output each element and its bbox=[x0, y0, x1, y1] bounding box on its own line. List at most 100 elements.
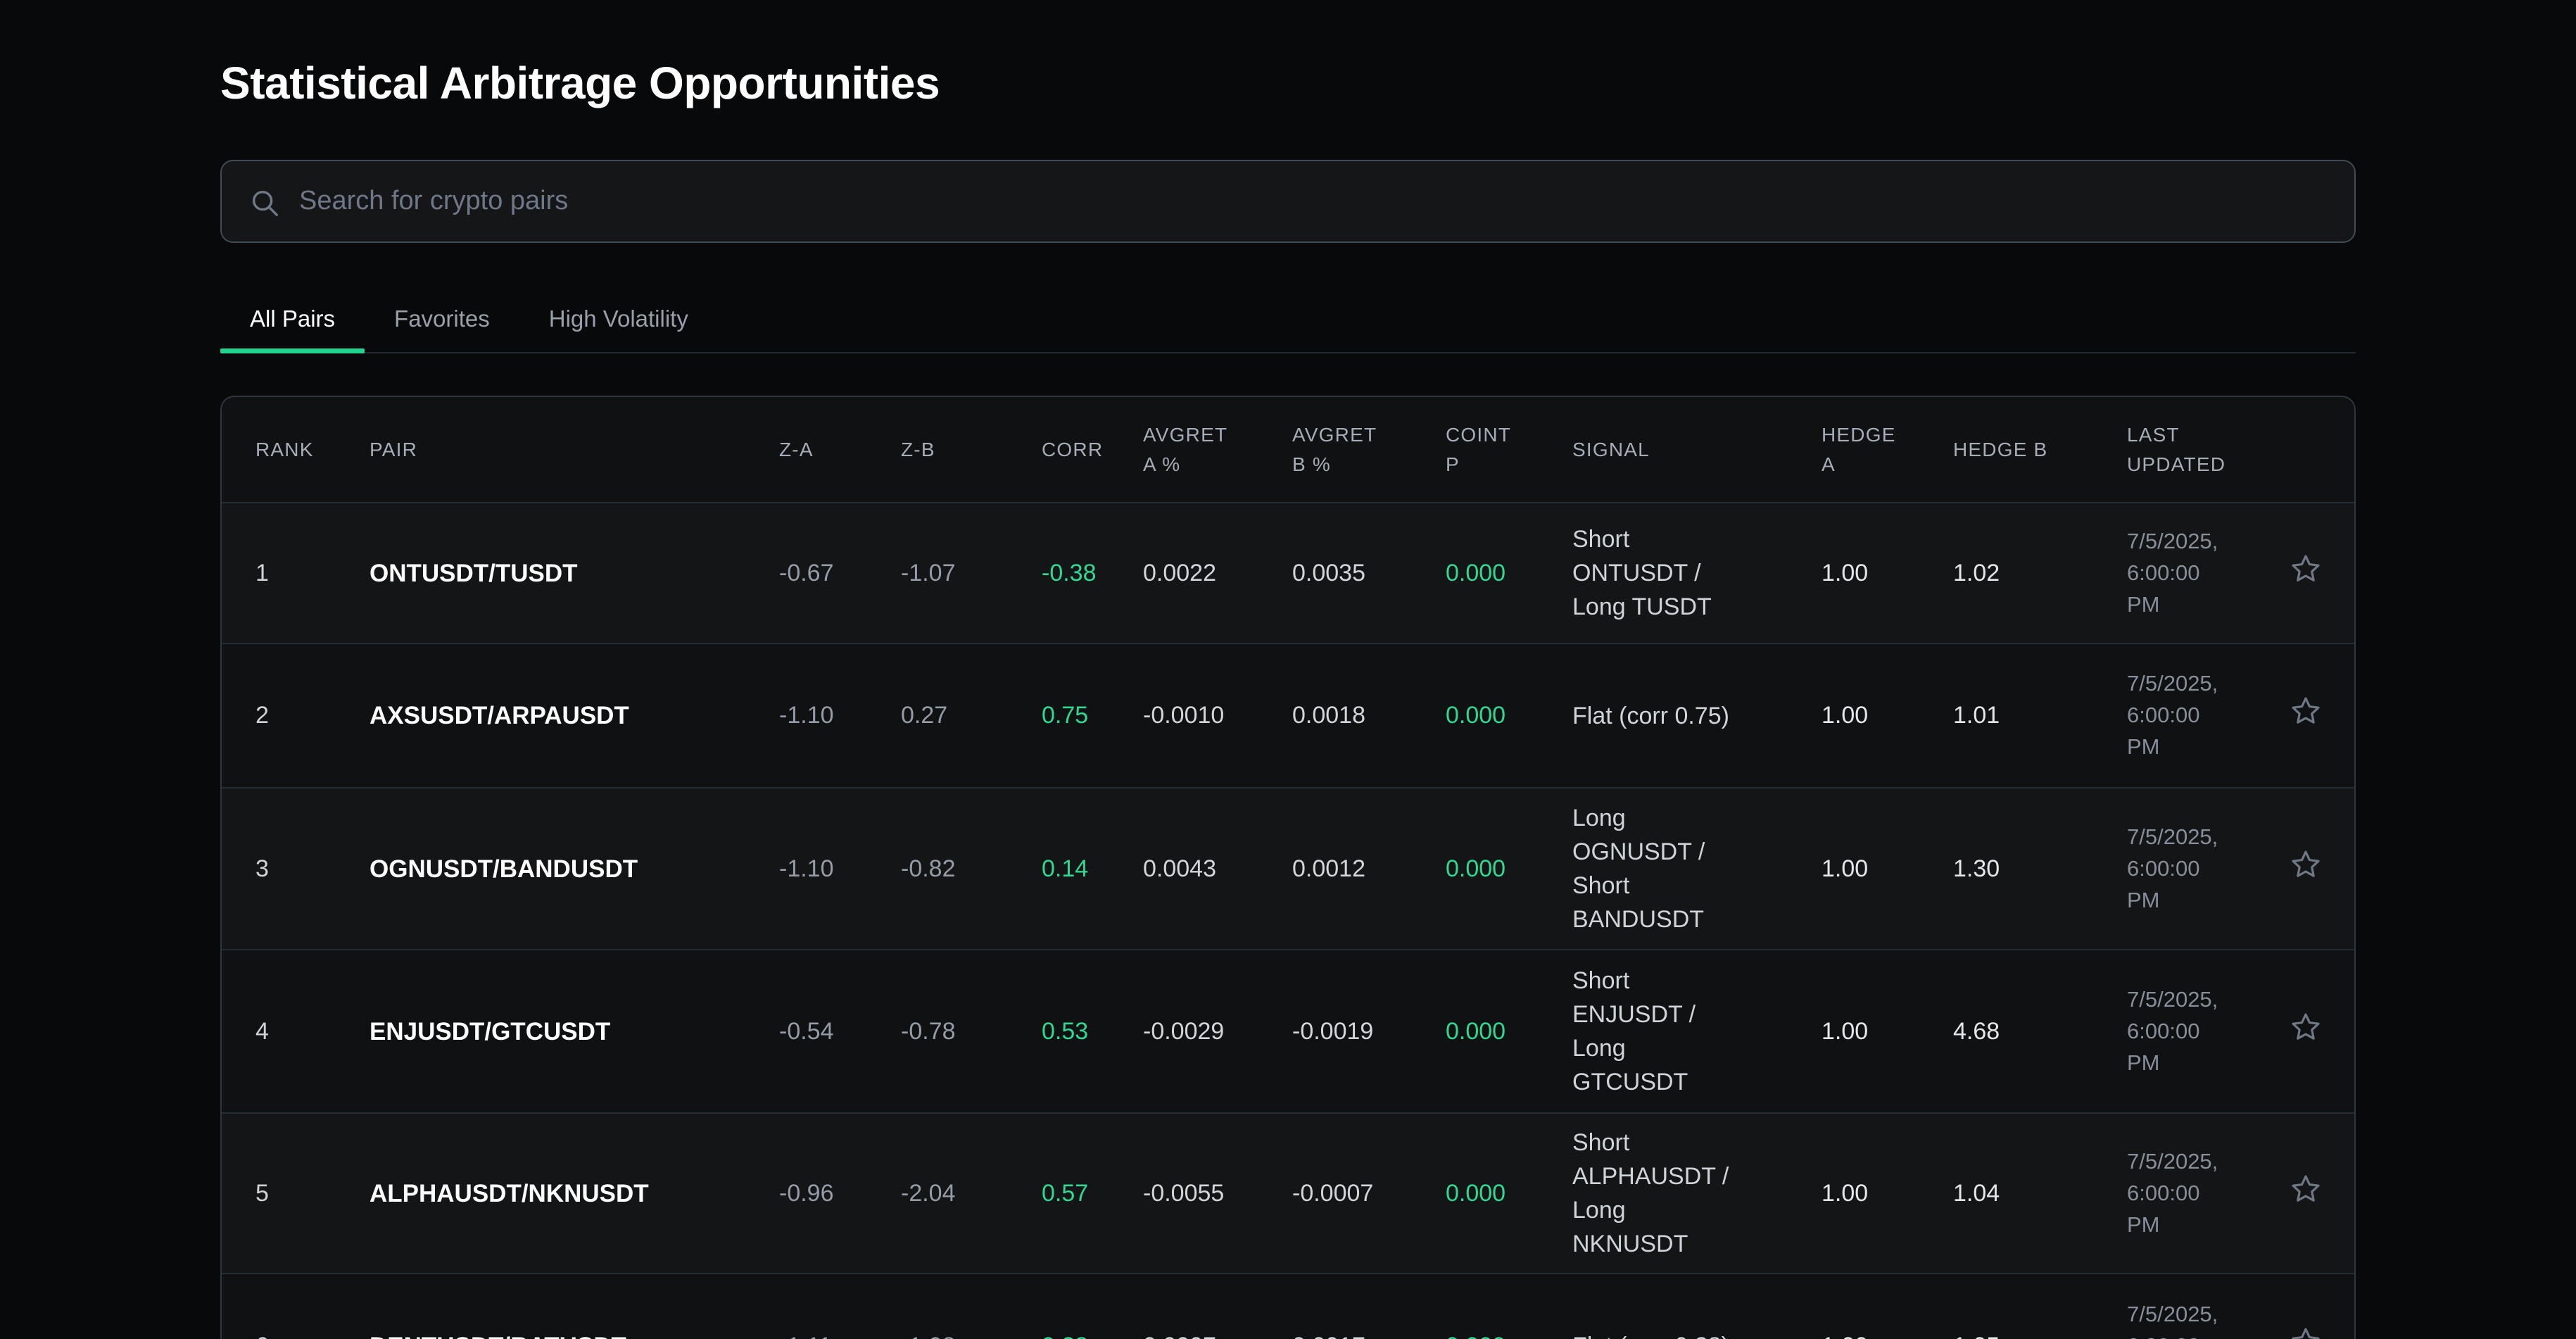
cell-hedge-b: 4.68 bbox=[1953, 1017, 2000, 1045]
cell-signal: Long OGNUSDT / Short BANDUSDT bbox=[1572, 804, 1705, 933]
cell-z-a: -1.10 bbox=[779, 855, 834, 882]
cell-signal: Short ONTUSDT / Long TUSDT bbox=[1572, 525, 1712, 621]
tab-high-volatility[interactable]: High Volatility bbox=[548, 305, 688, 332]
cell-z-a: -0.67 bbox=[779, 559, 834, 586]
cell-favorite bbox=[2289, 643, 2354, 788]
tab-favorites[interactable]: Favorites bbox=[394, 305, 490, 332]
cell-z-b: -0.78 bbox=[901, 1017, 956, 1045]
cell-coint-p: 0.000 bbox=[1446, 1017, 1506, 1045]
star-icon[interactable] bbox=[2289, 1172, 2323, 1206]
page-title: Statistical Arbitrage Opportunities bbox=[220, 58, 940, 108]
cell-favorite bbox=[2289, 950, 2354, 1113]
col-header-corr: CORR bbox=[1042, 438, 1104, 460]
star-icon[interactable] bbox=[2289, 552, 2323, 586]
cell-avgret-b: 0.0017 bbox=[1292, 1274, 1446, 1339]
cell-hedge-a: 1.00 bbox=[1821, 855, 1869, 882]
cell-pair: ENJUSDT/GTCUSDT bbox=[370, 1017, 611, 1045]
cell-corr: 0.57 bbox=[1042, 1179, 1089, 1207]
cell-corr: 0.28 bbox=[1042, 1274, 1143, 1339]
cell-avgret-b: 0.0012 bbox=[1292, 855, 1365, 882]
cell-pair: DENTUSDT/BATUSDT bbox=[370, 1274, 779, 1339]
table-row[interactable]: 4 ENJUSDT/GTCUSDT -0.54 -0.78 0.53 -0.00… bbox=[222, 950, 2354, 1113]
cell-avgret-a: -0.0055 bbox=[1143, 1179, 1225, 1207]
cell-avgret-a: 0.0043 bbox=[1143, 855, 1216, 882]
col-header-avgret-a: AVGRET A % bbox=[1143, 423, 1227, 475]
cell-pair: ONTUSDT/TUSDT bbox=[370, 559, 578, 587]
cell-avgret-b: 0.0018 bbox=[1292, 702, 1365, 729]
cell-last-updated: 7/5/2025, 6:00:00 PM bbox=[2127, 671, 2218, 760]
cell-avgret-a: 0.0022 bbox=[1143, 559, 1216, 586]
cell-coint-p: 0.000 bbox=[1446, 855, 1506, 882]
cell-rank: 5 bbox=[255, 1179, 269, 1207]
cell-z-a: -1.11 bbox=[779, 1274, 901, 1339]
cell-last-updated: 7/5/2025, 6:00:00 PM bbox=[2127, 986, 2218, 1075]
cell-hedge-a: 1.00 bbox=[1821, 559, 1869, 586]
search-icon bbox=[252, 190, 278, 216]
cell-last-updated: 7/5/2025, 6:00:00 PM bbox=[2127, 1148, 2218, 1237]
cell-hedge-a: 1.00 bbox=[1821, 1017, 1869, 1045]
table-header-row: RANK PAIR Z-A Z-B CORR AVGRET A % AVGRET… bbox=[222, 397, 2354, 503]
table-row[interactable]: 5 ALPHAUSDT/NKNUSDT -0.96 -2.04 0.57 -0.… bbox=[222, 1113, 2354, 1274]
cell-favorite bbox=[2289, 503, 2354, 643]
col-header-last-updated: LAST UPDATED bbox=[2127, 423, 2226, 475]
cell-hedge-a: 1.00 bbox=[1821, 702, 1869, 729]
cell-z-b: -1.07 bbox=[901, 559, 956, 586]
star-icon[interactable] bbox=[2289, 694, 2323, 728]
cell-avgret-a: -0.0010 bbox=[1143, 702, 1225, 729]
col-header-pair: PAIR bbox=[370, 438, 418, 460]
cell-signal: Flat (corr 0.28) bbox=[1572, 1274, 1821, 1339]
cell-z-a: -1.10 bbox=[779, 702, 834, 729]
cell-avgret-b: -0.0007 bbox=[1292, 1179, 1374, 1207]
cell-last-updated: 7/5/2025, 6:00:00 PM bbox=[2127, 528, 2218, 617]
search-input[interactable] bbox=[222, 161, 2354, 241]
col-header-avgret-b: AVGRET B % bbox=[1292, 423, 1377, 475]
cell-favorite bbox=[2289, 1274, 2354, 1339]
star-icon[interactable] bbox=[2289, 1010, 2323, 1044]
table-row[interactable]: 3 OGNUSDT/BANDUSDT -1.10 -0.82 0.14 0.00… bbox=[222, 788, 2354, 950]
cell-corr: 0.14 bbox=[1042, 855, 1089, 882]
cell-avgret-b: 0.0035 bbox=[1292, 559, 1365, 586]
cell-rank: 3 bbox=[255, 855, 269, 882]
cell-favorite bbox=[2289, 788, 2354, 950]
search-bar[interactable] bbox=[220, 159, 2356, 243]
cell-signal: Short ENJUSDT / Long GTCUSDT bbox=[1572, 967, 1696, 1096]
table-row[interactable]: 6 DENTUSDT/BATUSDT -1.11 -1.08 0.28 0.00… bbox=[222, 1274, 2354, 1339]
cell-hedge-b: 1.02 bbox=[1953, 559, 2000, 586]
tab-bar: All Pairs Favorites High Volatility bbox=[220, 305, 2356, 354]
cell-z-b: -1.08 bbox=[901, 1274, 1042, 1339]
tab-all-pairs[interactable]: All Pairs bbox=[220, 305, 365, 353]
cell-rank: 1 bbox=[255, 559, 269, 586]
cell-last-updated: 7/5/2025, 6:00:00 PM bbox=[2127, 824, 2218, 912]
pairs-table-card: RANK PAIR Z-A Z-B CORR AVGRET A % AVGRET… bbox=[220, 396, 2356, 1339]
pairs-table: RANK PAIR Z-A Z-B CORR AVGRET A % AVGRET… bbox=[222, 397, 2354, 1339]
cell-coint-p: 0.000 bbox=[1446, 559, 1506, 586]
cell-avgret-a: -0.0029 bbox=[1143, 1017, 1225, 1045]
cell-z-b: -0.82 bbox=[901, 855, 956, 882]
cell-pair: AXSUSDT/ARPAUSDT bbox=[370, 702, 629, 730]
cell-z-a: -0.96 bbox=[779, 1179, 834, 1207]
cell-hedge-b: 1.01 bbox=[1953, 702, 2000, 729]
cell-hedge-a: 1.00 bbox=[1821, 1179, 1869, 1207]
cell-rank: 6 bbox=[222, 1274, 370, 1339]
cell-avgret-a: 0.0007 bbox=[1143, 1274, 1292, 1339]
cell-avgret-b: -0.0019 bbox=[1292, 1017, 1374, 1045]
cell-signal: Short ALPHAUSDT / Long NKNUSDT bbox=[1572, 1129, 1729, 1258]
col-header-z-b: Z-B bbox=[901, 438, 935, 460]
cell-z-a: -0.54 bbox=[779, 1017, 834, 1045]
cell-hedge-b: 1.30 bbox=[1953, 855, 2000, 882]
cell-last-updated: 7/5/2025, 6:00:00 PM bbox=[2127, 1301, 2218, 1339]
col-header-hedge-a: HEDGE A bbox=[1821, 423, 1896, 475]
star-icon[interactable] bbox=[2289, 848, 2323, 881]
cell-rank: 4 bbox=[255, 1017, 269, 1045]
star-icon[interactable] bbox=[2289, 1325, 2323, 1339]
cell-rank: 2 bbox=[255, 702, 269, 729]
col-header-hedge-b: HEDGE B bbox=[1953, 438, 2048, 460]
cell-z-b: -2.04 bbox=[901, 1179, 956, 1207]
col-header-rank: RANK bbox=[255, 438, 314, 460]
cell-hedge-b: 1.05 bbox=[1953, 1274, 2127, 1339]
table-row[interactable]: 1 ONTUSDT/TUSDT -0.67 -1.07 -0.38 0.0022… bbox=[222, 503, 2354, 643]
cell-z-b: 0.27 bbox=[901, 702, 948, 729]
table-row[interactable]: 2 AXSUSDT/ARPAUSDT -1.10 0.27 0.75 -0.00… bbox=[222, 643, 2354, 788]
cell-corr: 0.75 bbox=[1042, 702, 1089, 729]
